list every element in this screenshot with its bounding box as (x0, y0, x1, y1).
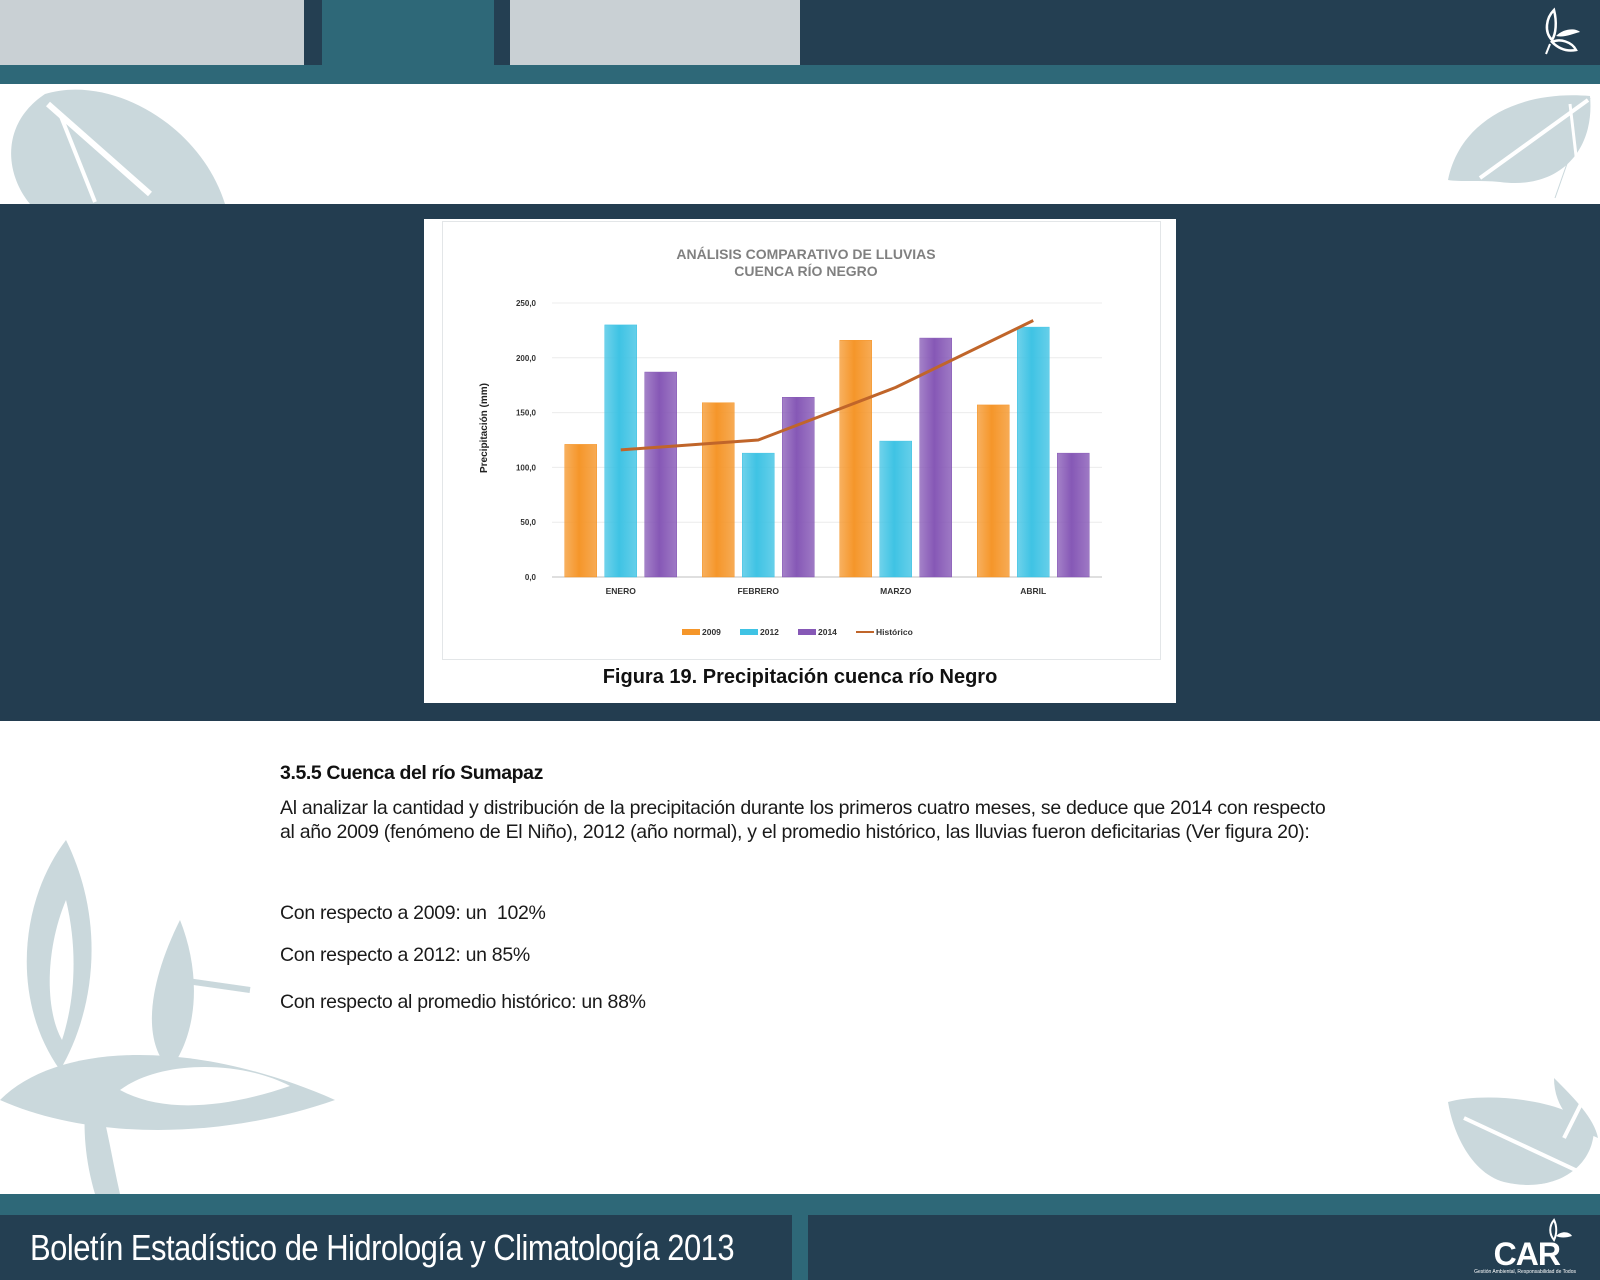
chart-y-tick-labels: 0,0 50,0 100,0 150,0 200,0 250,0 (516, 299, 537, 582)
leaf-decoration-top-right (1448, 95, 1591, 199)
legend-label: 2012 (760, 627, 779, 637)
chart-y-tick-label: 250,0 (516, 299, 537, 308)
chart-bar-2012-enero (604, 324, 637, 578)
chart-legend: 2009 2012 2014 Histórico (682, 627, 913, 637)
header-accent-strip (0, 65, 1600, 84)
chart-y-tick-label: 200,0 (516, 354, 537, 363)
legend-label: 2014 (818, 627, 837, 637)
header-tab-block-1 (0, 0, 304, 65)
legend-label: 2009 (702, 627, 721, 637)
chart-bar-2012-febrero (742, 452, 775, 578)
chart-historico-line (620, 319, 1034, 452)
chart-line-historico (620, 319, 1034, 452)
chart-y-tick-label: 50,0 (520, 518, 536, 527)
leaf-decoration-top-left (11, 89, 226, 204)
chart-bar-2014-enero (644, 371, 677, 578)
footer-accent-strip (0, 1194, 1600, 1215)
stat-line-2012: Con respecto a 2012: un 85% (280, 944, 530, 966)
chart-y-tick-label: 100,0 (516, 463, 537, 472)
chart-bar-2012-marzo (879, 440, 912, 578)
legend-swatch-2014 (798, 629, 816, 635)
chart-y-tick-label: 0,0 (525, 573, 537, 582)
butterfly-decoration-bottom-left (0, 840, 335, 1194)
chart-subtitle: CUENCA RÍO NEGRO (734, 263, 877, 279)
footer-logo-subtext: Gestión Ambiental, Responsabilidad de To… (1474, 1269, 1576, 1275)
chart-x-tick-labels: ENERO FEBRERO MARZO ABRIL (606, 586, 1047, 596)
footer-logo: CAR (1493, 1236, 1561, 1272)
chart-x-tick-label: FEBRERO (737, 586, 779, 596)
leaf-decoration-bottom-right (1448, 1078, 1598, 1185)
chart-bar-2012-abril (1017, 326, 1050, 578)
header-tab-block-2 (322, 0, 494, 65)
section-title: 3.5.5 Cuenca del río Sumapaz (280, 762, 543, 784)
section-paragraph: Al analizar la cantidad y distribución d… (280, 797, 1326, 843)
chart-x-tick-label: MARZO (880, 586, 912, 596)
chart-bar-2009-abril (977, 404, 1010, 578)
precipitation-chart: ANÁLISIS COMPARATIVO DE LLUVIAS CUENCA R… (479, 246, 1102, 637)
chart-y-axis-label: Precipitación (mm) (479, 383, 490, 473)
legend-swatch-2009 (682, 629, 700, 635)
header-tab-block-3 (510, 0, 800, 65)
chart-bar-2009-enero (564, 444, 597, 578)
stat-line-2009: Con respecto a 2009: un 102% (280, 902, 546, 924)
chart-bars (564, 324, 1090, 578)
chart-x-tick-label: ABRIL (1020, 586, 1046, 596)
butterfly-icon (1545, 7, 1580, 55)
chart-bar-2014-marzo (919, 337, 952, 578)
figure-caption: Figura 19. Precipitación cuenca río Negr… (602, 666, 998, 688)
chart-title: ANÁLISIS COMPARATIVO DE LLUVIAS (676, 246, 935, 262)
legend-swatch-2012 (740, 629, 758, 635)
chart-bar-2014-abril (1057, 452, 1090, 578)
chart-gridlines (552, 302, 1102, 578)
chart-x-tick-label: ENERO (606, 586, 637, 596)
footer-title: Boletín Estadístico de Hidrología y Clim… (30, 1227, 735, 1268)
chart-bar-2009-febrero (702, 402, 735, 578)
chart-bar-2009-marzo (839, 340, 872, 578)
legend-label: Histórico (876, 627, 913, 637)
chart-y-tick-label: 150,0 (516, 409, 537, 418)
footer-separator (792, 1215, 808, 1280)
stat-line-historico: Con respecto al promedio histórico: un 8… (280, 991, 646, 1013)
butterfly-icon (1549, 1218, 1572, 1242)
